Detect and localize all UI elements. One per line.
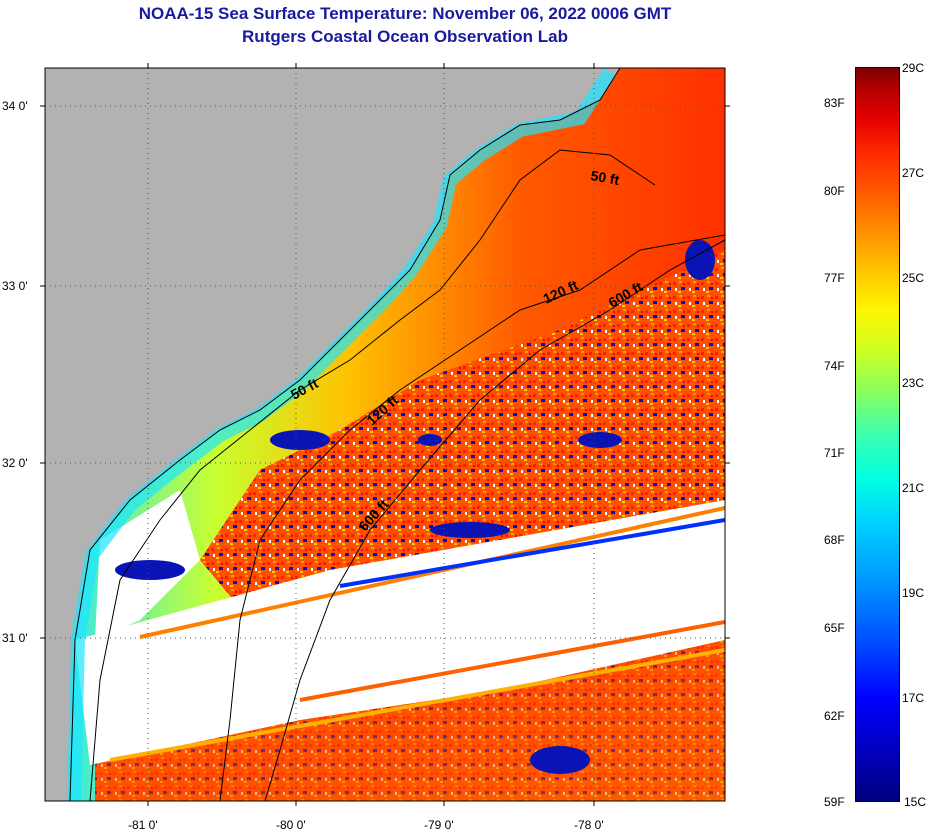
map-title: NOAA-15 Sea Surface Temperature: Novembe… bbox=[138, 4, 672, 23]
colorbar-label-68f: 68F bbox=[824, 533, 845, 547]
lat-label-32: 32 0' bbox=[2, 456, 28, 470]
temperature-colorbar bbox=[855, 67, 900, 802]
colorbar-label-23c: 23C bbox=[902, 376, 925, 390]
colorbar-label-74f: 74F bbox=[824, 359, 845, 373]
colorbar-label-27c: 27C bbox=[902, 166, 925, 180]
lat-label-33: 33 0' bbox=[2, 279, 28, 293]
lat-label-34: 34 0' bbox=[2, 99, 28, 113]
frame-ticks bbox=[40, 63, 730, 806]
swath-stripes bbox=[109, 506, 725, 762]
land-mass bbox=[45, 68, 620, 801]
contour-120ft bbox=[219, 234, 725, 801]
no-data-band bbox=[75, 500, 725, 765]
map-frame bbox=[44, 67, 726, 802]
lon-label-81: -81 0' bbox=[128, 818, 158, 832]
lon-label-80: -80 0' bbox=[276, 818, 306, 832]
colorbar-label-71f: 71F bbox=[824, 446, 845, 460]
colorbar-label-15c: 15C bbox=[904, 795, 927, 809]
map-subtitle: Rutgers Coastal Ocean Observation Lab bbox=[242, 27, 568, 46]
colorbar-label-19c: 19C bbox=[902, 586, 925, 600]
graticule bbox=[45, 68, 725, 801]
colorbar-label-21c: 21C bbox=[902, 481, 925, 495]
colorbar-label-59f: 59F bbox=[824, 795, 845, 809]
colorbar-label-17c: 17C bbox=[902, 691, 925, 705]
colorbar-label-77f: 77F bbox=[824, 271, 845, 285]
colorbar-label-65f: 65F bbox=[824, 621, 845, 635]
lon-label-78: -78 0' bbox=[574, 818, 604, 832]
coastline bbox=[69, 68, 621, 801]
colorbar-label-80f: 80F bbox=[824, 184, 845, 198]
colorbar-label-29c: 29C bbox=[902, 61, 925, 75]
contour-600ft bbox=[264, 239, 725, 801]
lon-label-79: -79 0' bbox=[424, 818, 454, 832]
contour-label-50ft-north: 50 ft bbox=[589, 167, 620, 188]
colorbar-label-25c: 25C bbox=[902, 271, 925, 285]
colorbar-label-83f: 83F bbox=[824, 96, 845, 110]
lat-label-31: 31 0' bbox=[2, 631, 28, 645]
colorbar-label-62f: 62F bbox=[824, 709, 845, 723]
contour-50ft bbox=[89, 149, 656, 801]
coastal-fringe bbox=[67, 68, 616, 801]
